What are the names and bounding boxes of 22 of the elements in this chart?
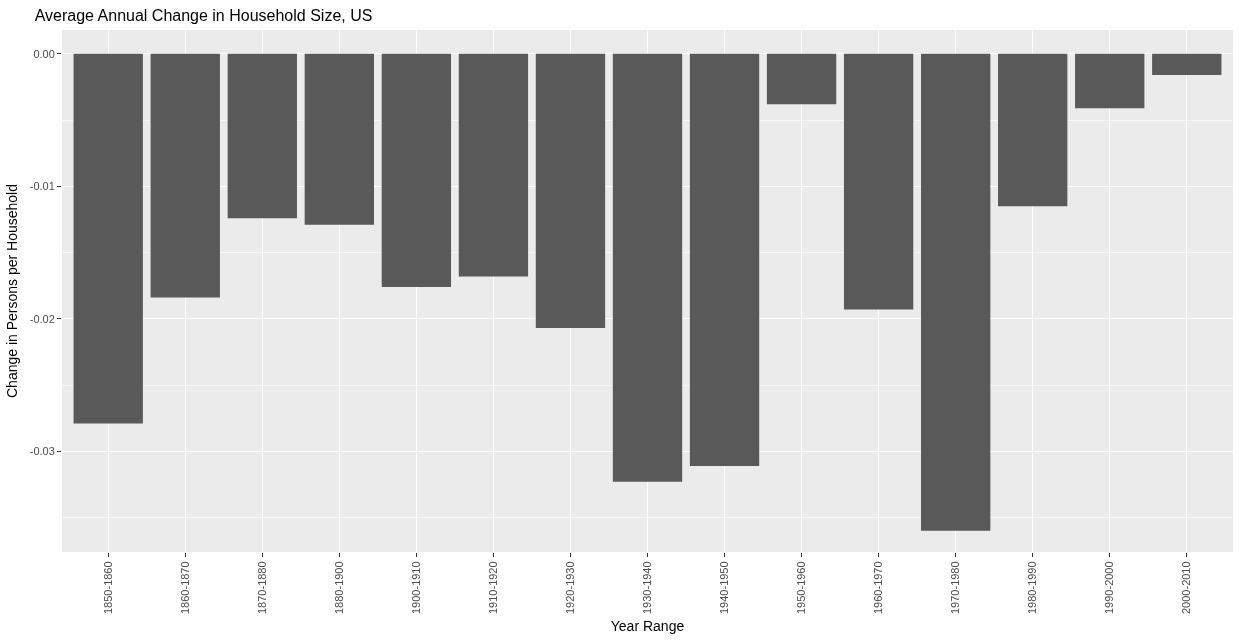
y-tick-label: 0.00 <box>33 47 55 60</box>
x-tick-label: 1860-1870 <box>178 561 191 615</box>
x-tick-label: 1900-1910 <box>409 561 422 615</box>
x-tick-label: 1980-1990 <box>1026 561 1039 615</box>
y-axis-title: Change in Persons per Household <box>4 183 21 399</box>
x-tick-label: 1950-1960 <box>795 561 808 615</box>
x-tick-label: 1930-1940 <box>641 561 654 615</box>
x-tick-label: 1850-1860 <box>101 561 114 615</box>
x-tick-label: 1880-1900 <box>332 561 345 615</box>
y-tick-label: -0.03 <box>29 445 55 458</box>
x-tick-label: 1910-1920 <box>487 561 499 615</box>
x-tick-label: 1940-1950 <box>718 561 731 615</box>
x-tick-label: 1870-1880 <box>255 561 268 615</box>
x-tick-label: 1960-1970 <box>872 561 885 615</box>
y-tick-label: -0.02 <box>29 312 55 325</box>
x-tick-label: 1920-1930 <box>564 561 577 615</box>
x-axis-title: Year Range <box>610 618 685 635</box>
x-tick-label: 1970-1980 <box>949 561 962 615</box>
y-tick-label: -0.01 <box>29 180 55 193</box>
chart-title: Average Annual Change in Household Size, US <box>34 6 373 24</box>
x-tick-label: 1990-2000 <box>1103 561 1116 615</box>
x-tick-label: 2000-2010 <box>1180 561 1193 615</box>
